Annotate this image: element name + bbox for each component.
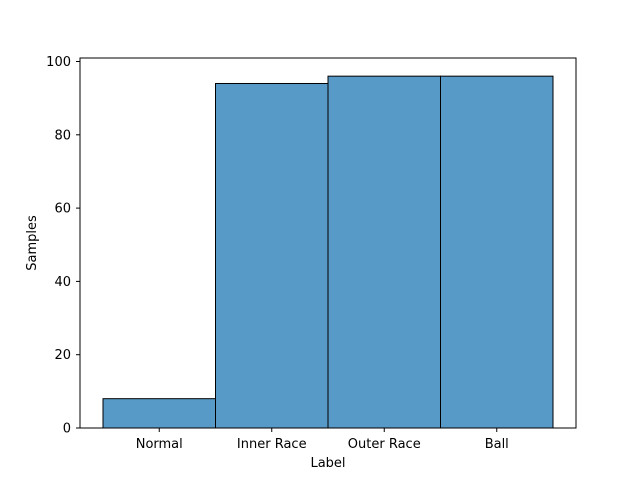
plot-area-frame bbox=[79, 57, 577, 429]
y-axis-title: Samples bbox=[25, 215, 40, 271]
y-tick-label: 20 bbox=[54, 348, 71, 363]
y-tick-label: 40 bbox=[54, 275, 71, 290]
y-tick-label: 0 bbox=[63, 422, 71, 437]
bar-inner-race bbox=[215, 82, 329, 429]
y-tick-label: 60 bbox=[54, 202, 71, 217]
x-tick-label: Ball bbox=[485, 437, 509, 452]
y-tick-label: 80 bbox=[54, 128, 71, 143]
x-axis-title: Label bbox=[310, 456, 345, 471]
y-tick-label: 100 bbox=[46, 55, 71, 70]
bars-group bbox=[102, 75, 554, 429]
bar-normal bbox=[102, 398, 216, 429]
x-axis: Normal Inner Race Outer Race Ball bbox=[136, 428, 509, 452]
x-tick-label: Outer Race bbox=[348, 437, 421, 452]
x-tick-label: Normal bbox=[136, 437, 183, 452]
bar-outer-race bbox=[327, 75, 441, 429]
bar-ball bbox=[440, 75, 554, 429]
y-axis: 0 20 40 60 80 100 bbox=[46, 55, 80, 437]
x-tick-label: Inner Race bbox=[237, 437, 307, 452]
